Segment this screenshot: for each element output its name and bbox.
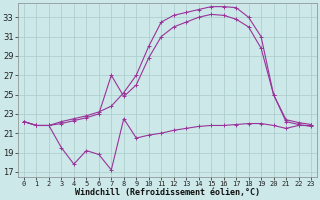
X-axis label: Windchill (Refroidissement éolien,°C): Windchill (Refroidissement éolien,°C)	[75, 188, 260, 197]
